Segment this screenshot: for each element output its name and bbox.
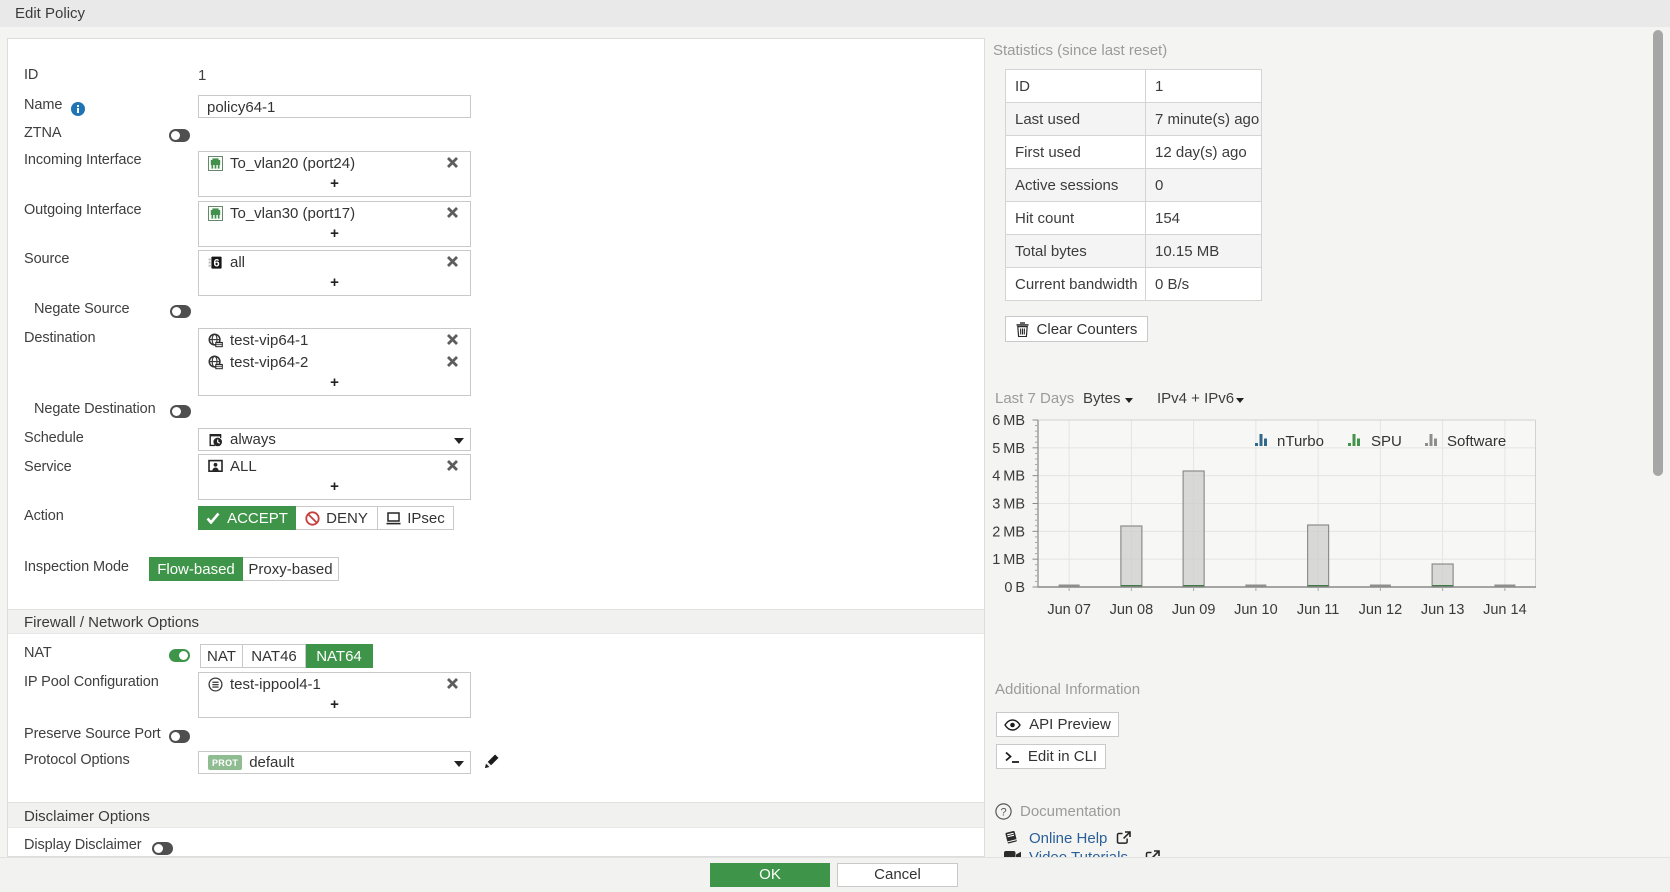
svg-text:6 MB: 6 MB [992, 413, 1025, 429]
svg-text:6: 6 [214, 257, 220, 269]
svg-text:Jun 13: Jun 13 [1421, 602, 1465, 618]
svg-text:2 MB: 2 MB [992, 524, 1025, 540]
svg-text:SPU: SPU [1371, 433, 1402, 450]
svg-text:4 MB: 4 MB [992, 469, 1025, 485]
svg-text:?: ? [1000, 807, 1006, 819]
svg-text:Jun 07: Jun 07 [1047, 602, 1091, 618]
svg-text:Jun 14: Jun 14 [1483, 602, 1527, 618]
svg-text:Jun 11: Jun 11 [1297, 602, 1339, 618]
svg-text:1 MB: 1 MB [992, 552, 1025, 568]
svg-text:Jun 12: Jun 12 [1359, 602, 1403, 618]
svg-text:Jun 09: Jun 09 [1172, 602, 1216, 618]
svg-text:0 B: 0 B [1004, 580, 1025, 596]
svg-text:Software: Software [1447, 433, 1506, 450]
svg-text:nTurbo: nTurbo [1277, 433, 1324, 450]
svg-text:Jun 08: Jun 08 [1110, 602, 1154, 618]
svg-text:Jun 10: Jun 10 [1234, 602, 1278, 618]
svg-text:3 MB: 3 MB [992, 497, 1025, 513]
svg-text:5 MB: 5 MB [992, 441, 1025, 457]
